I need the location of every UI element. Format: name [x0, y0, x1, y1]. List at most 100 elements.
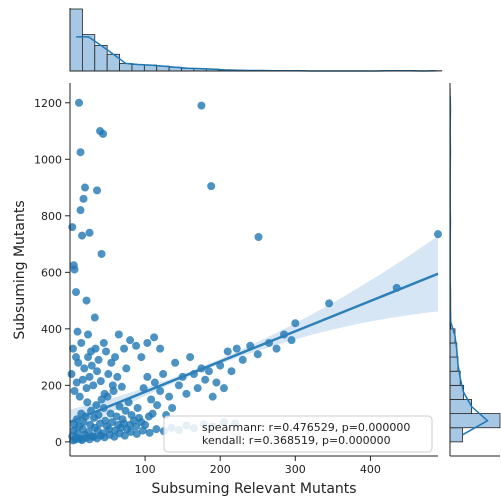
- data-point: [143, 372, 152, 381]
- right-hist-bar: [449, 356, 459, 372]
- data-point: [148, 409, 157, 418]
- data-point: [84, 353, 93, 362]
- data-point: [132, 341, 141, 350]
- y-tick-label: 800: [41, 210, 62, 223]
- data-point: [168, 403, 177, 412]
- x-tick-label: 400: [360, 463, 381, 476]
- x-tick-label: 100: [135, 463, 156, 476]
- data-point: [93, 367, 102, 376]
- data-point: [84, 330, 93, 339]
- data-point: [186, 353, 195, 362]
- data-point: [81, 183, 90, 192]
- top-hist-bar: [119, 63, 133, 72]
- data-point: [232, 344, 241, 353]
- data-point: [68, 223, 77, 232]
- data-point: [201, 375, 210, 384]
- data-point: [72, 288, 81, 297]
- data-point: [219, 384, 228, 393]
- regression-line: [69, 272, 439, 424]
- data-point: [78, 375, 87, 384]
- data-point: [291, 319, 300, 328]
- data-point: [204, 367, 213, 376]
- data-point: [108, 381, 117, 390]
- data-point: [83, 398, 92, 407]
- right-marginal-axes: [449, 83, 501, 457]
- data-point: [82, 384, 91, 393]
- x-axis-label: Subsuming Relevant Mutants: [151, 481, 356, 497]
- data-point: [96, 377, 105, 386]
- data-point: [111, 353, 120, 362]
- data-point: [113, 372, 122, 381]
- data-point: [93, 186, 102, 195]
- data-point: [67, 370, 76, 379]
- data-point: [212, 378, 221, 387]
- data-point: [72, 378, 81, 387]
- data-point: [69, 344, 78, 353]
- data-point: [107, 358, 116, 367]
- y-tick-label: 0: [55, 436, 62, 449]
- data-point: [150, 378, 159, 387]
- data-point: [147, 395, 156, 404]
- data-point: [100, 389, 109, 398]
- data-point: [238, 355, 247, 364]
- y-tick-label: 600: [41, 266, 62, 279]
- data-point: [434, 230, 442, 239]
- data-point: [91, 344, 100, 353]
- right-hist-bar: [449, 413, 501, 429]
- data-point: [78, 231, 87, 240]
- data-point: [75, 98, 84, 107]
- data-point: [73, 327, 82, 336]
- data-point: [77, 338, 86, 347]
- data-point: [287, 336, 296, 345]
- data-point: [208, 392, 217, 401]
- data-point: [139, 384, 148, 393]
- data-point: [102, 347, 111, 356]
- data-point: [104, 370, 113, 379]
- legend-spearman: spearmanr: r=0.476529, p=0.000000: [202, 421, 410, 434]
- data-point: [325, 299, 334, 308]
- data-point: [171, 358, 180, 367]
- data-point: [145, 428, 154, 437]
- data-point: [89, 381, 98, 390]
- data-point: [143, 338, 152, 347]
- top-hist-bar: [131, 64, 145, 72]
- data-point: [126, 427, 135, 436]
- data-point: [76, 206, 85, 215]
- data-point: [122, 364, 131, 373]
- data-point: [115, 402, 124, 411]
- y-tick-label: 1000: [34, 153, 62, 166]
- data-point: [197, 101, 206, 110]
- data-point: [94, 411, 103, 420]
- top-histogram: [69, 8, 443, 72]
- right-hist-bar: [449, 427, 463, 443]
- data-point: [193, 384, 202, 393]
- data-point: [253, 350, 262, 359]
- data-point: [121, 406, 130, 415]
- x-ticks: 100 200 300 400: [135, 456, 381, 476]
- data-point: [132, 429, 141, 438]
- data-point: [75, 392, 84, 401]
- data-point: [112, 412, 121, 421]
- x-tick-label: 200: [210, 463, 231, 476]
- data-point: [156, 344, 165, 353]
- data-point: [223, 347, 232, 356]
- stats-legend: spearmanr: r=0.476529, p=0.000000 kendal…: [163, 415, 433, 453]
- data-point: [174, 381, 183, 390]
- right-hist-bar: [449, 384, 465, 400]
- y-axis-label: Subsuming Mutants: [12, 200, 28, 339]
- data-point: [69, 261, 78, 270]
- y-tick-label: 200: [41, 379, 62, 392]
- data-point: [156, 387, 165, 396]
- data-point: [152, 425, 161, 434]
- legend-box: [163, 415, 433, 453]
- top-marginal-axes: [69, 8, 443, 72]
- y-ticks: 0 200 400 600 800 1000 1200: [34, 97, 70, 449]
- data-point: [114, 330, 123, 339]
- right-histogram: [449, 88, 501, 443]
- data-point: [159, 370, 168, 379]
- data-point: [133, 403, 142, 412]
- data-point: [182, 389, 191, 398]
- data-point: [80, 364, 89, 373]
- data-point: [94, 355, 103, 364]
